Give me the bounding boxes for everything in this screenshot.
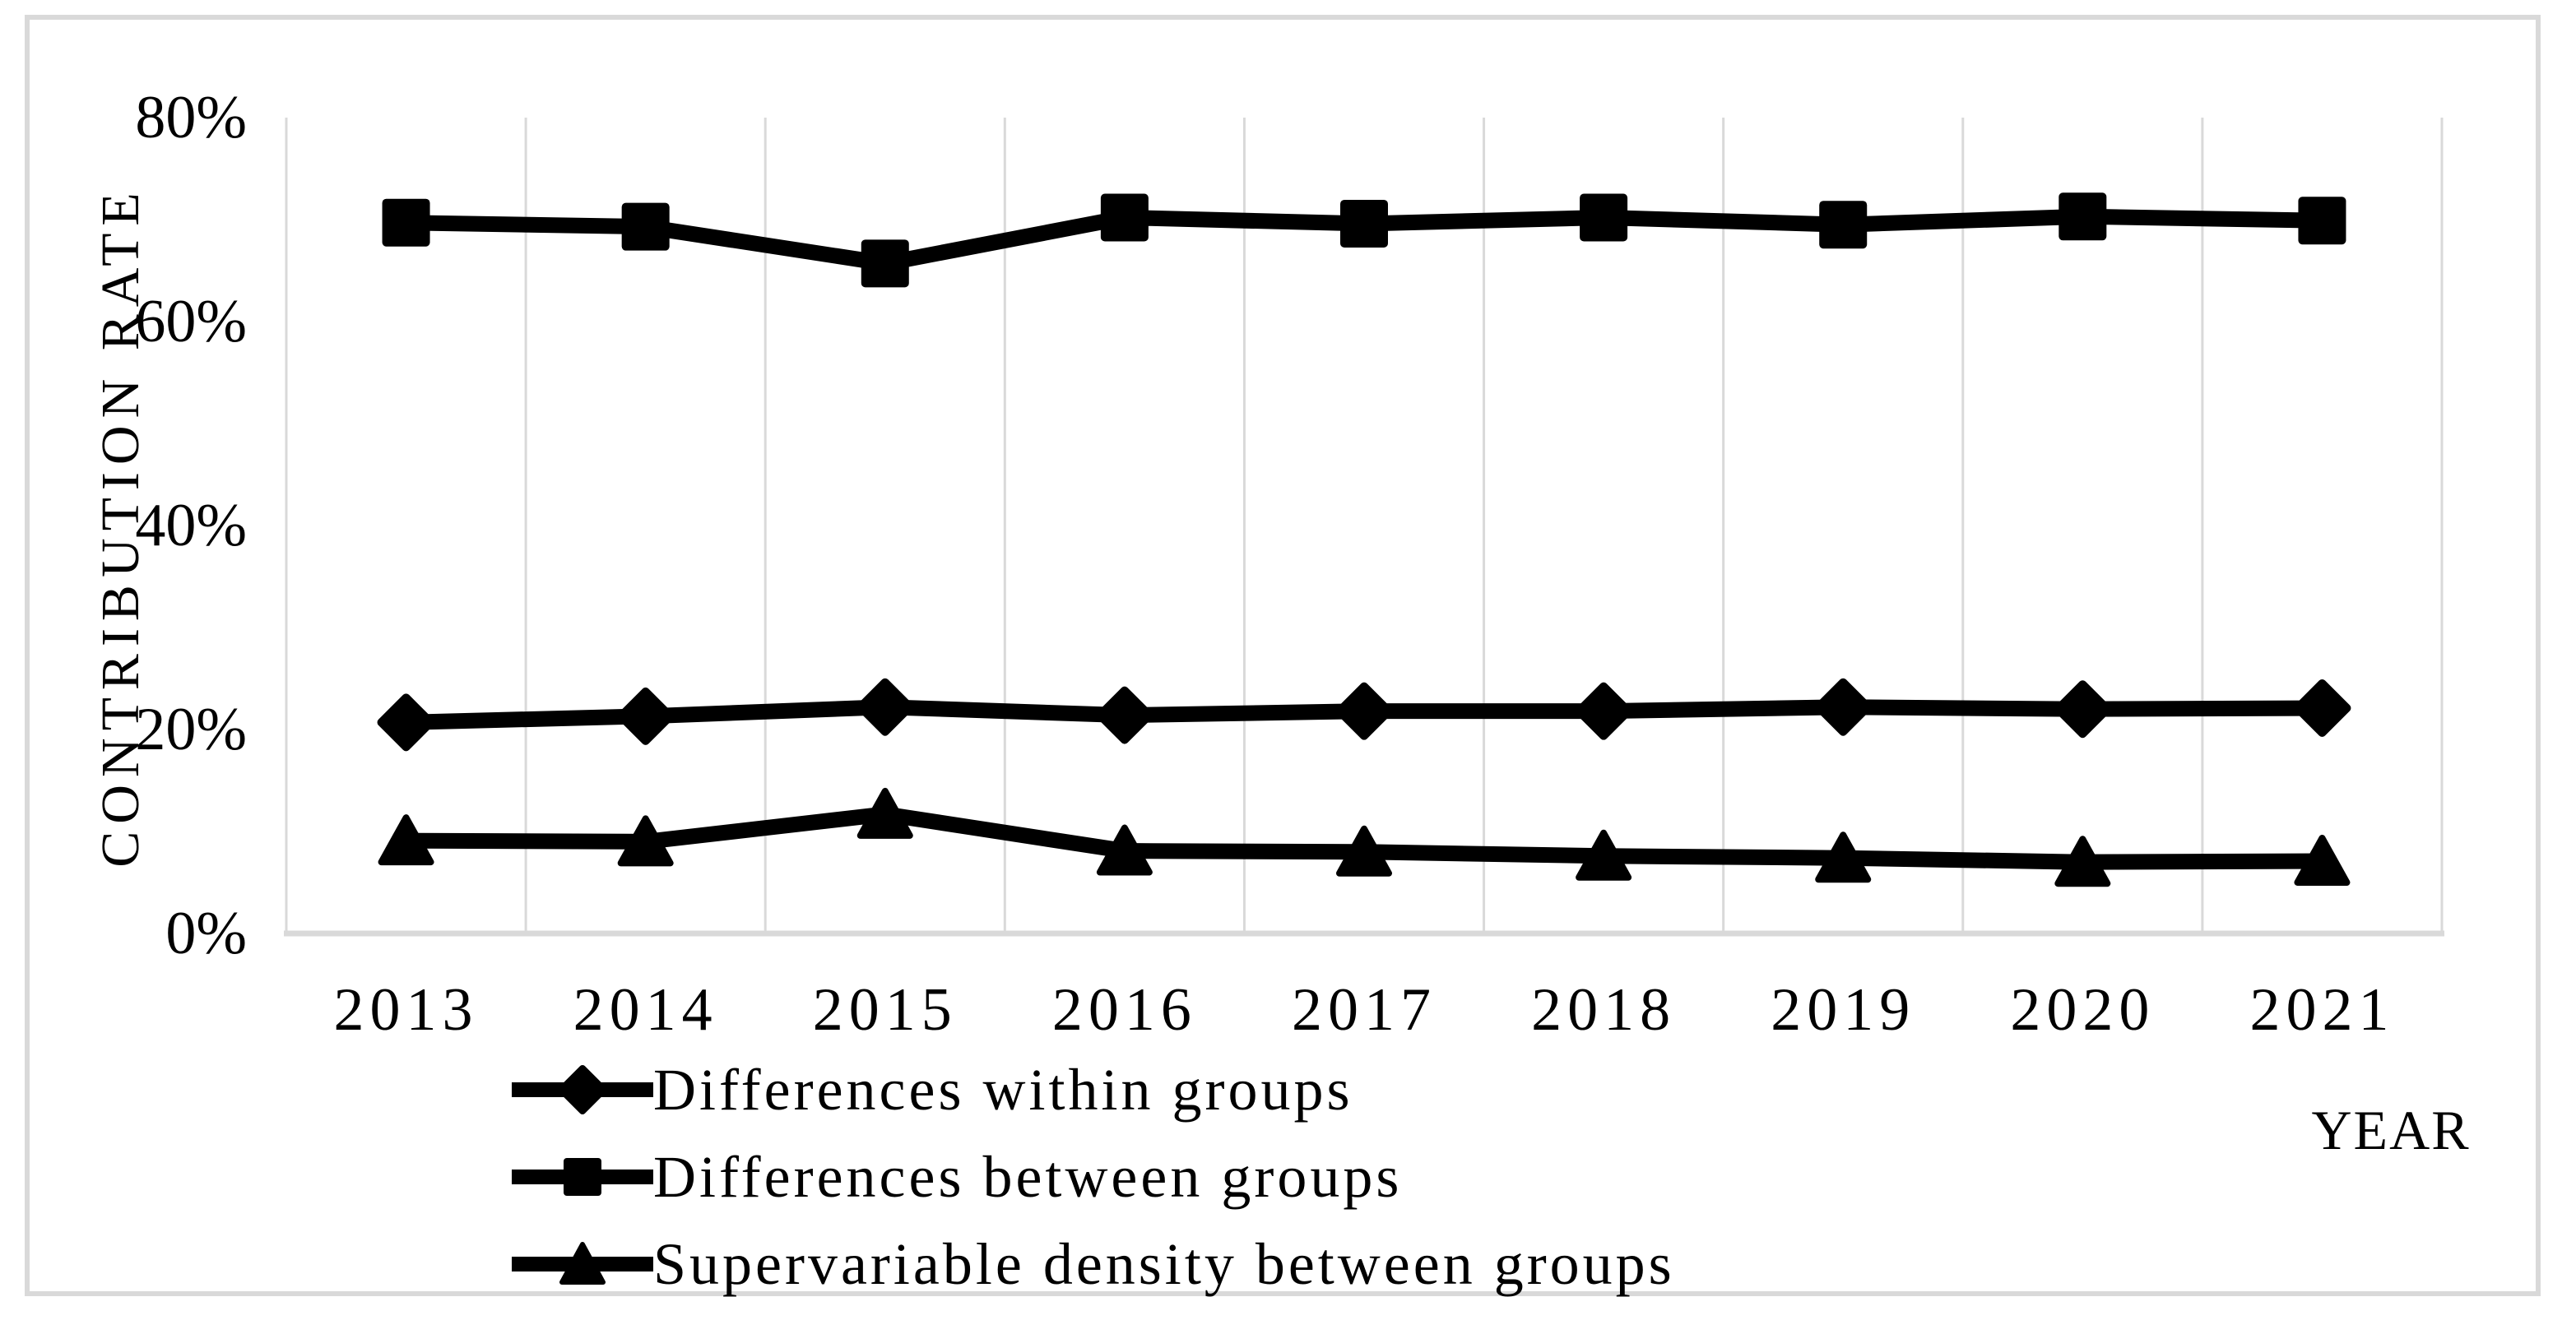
diamond-marker-icon xyxy=(377,693,435,752)
diamond-marker-icon xyxy=(1814,678,1873,736)
diamond-marker-icon xyxy=(1335,682,1393,740)
x-category-label: 2016 xyxy=(1051,976,1197,1044)
triangle-marker-icon xyxy=(1096,824,1153,876)
legend: Differences within groups Differences be… xyxy=(512,1046,1675,1308)
square-marker-icon xyxy=(1819,201,1868,249)
x-category-label: 2018 xyxy=(1531,976,1677,1044)
x-category-label: 2013 xyxy=(333,976,479,1044)
triangle-marker-icon xyxy=(856,787,913,839)
triangle-marker-icon xyxy=(378,814,434,866)
diamond-marker-icon xyxy=(558,1065,607,1114)
square-marker-icon xyxy=(2058,192,2107,241)
square-marker-icon xyxy=(621,202,670,251)
triangle-marker-icon xyxy=(559,1242,606,1285)
legend-item-supervariable: Supervariable density between groups xyxy=(512,1221,1675,1308)
y-axis-title: CONTRIBUTION RATE xyxy=(91,185,151,868)
square-marker-icon xyxy=(512,1158,653,1196)
x-category-label: 2015 xyxy=(812,976,958,1044)
legend-label: Differences between groups xyxy=(653,1144,1403,1210)
x-category-label: 2017 xyxy=(1292,976,1437,1044)
triangle-marker-icon xyxy=(2294,834,2351,886)
diamond-marker-icon xyxy=(1575,682,1633,740)
diamond-marker-icon xyxy=(2054,680,2112,739)
triangle-marker-icon xyxy=(617,815,674,867)
square-marker-icon xyxy=(564,1158,601,1196)
square-marker-icon xyxy=(1340,199,1388,248)
legend-item-between-groups: Differences between groups xyxy=(512,1133,1675,1221)
x-category-label: 2020 xyxy=(2010,976,2156,1044)
diamond-marker-icon xyxy=(1095,686,1153,744)
legend-item-within-groups: Differences within groups xyxy=(512,1046,1675,1133)
legend-label: Differences within groups xyxy=(653,1057,1353,1123)
diamond-marker-icon xyxy=(512,1065,653,1114)
diamond-marker-icon xyxy=(616,687,675,745)
diamond-marker-icon xyxy=(2293,679,2351,737)
triangle-marker-icon xyxy=(2054,836,2111,887)
square-marker-icon xyxy=(1580,193,1628,242)
y-tick-label: 80% xyxy=(135,84,247,151)
triangle-marker-icon xyxy=(512,1242,653,1285)
square-marker-icon xyxy=(1100,193,1149,242)
x-axis-title: YEAR xyxy=(2311,1099,2471,1161)
x-category-label: 2021 xyxy=(2249,976,2395,1044)
y-tick-label: 0% xyxy=(165,900,247,967)
square-marker-icon xyxy=(382,198,430,247)
x-category-label: 2014 xyxy=(573,976,718,1044)
y-tick-label: 20% xyxy=(135,696,247,763)
x-category-label: 2019 xyxy=(1771,976,1916,1044)
square-marker-icon xyxy=(2298,197,2346,245)
triangle-marker-icon xyxy=(1576,829,1632,881)
triangle-marker-icon xyxy=(1815,831,1872,883)
y-tick-label: 40% xyxy=(135,492,247,559)
triangle-marker-icon xyxy=(1336,825,1392,877)
diamond-marker-icon xyxy=(856,678,914,736)
square-marker-icon xyxy=(861,239,909,288)
y-tick-label: 60% xyxy=(135,288,247,355)
legend-label: Supervariable density between groups xyxy=(653,1231,1675,1297)
